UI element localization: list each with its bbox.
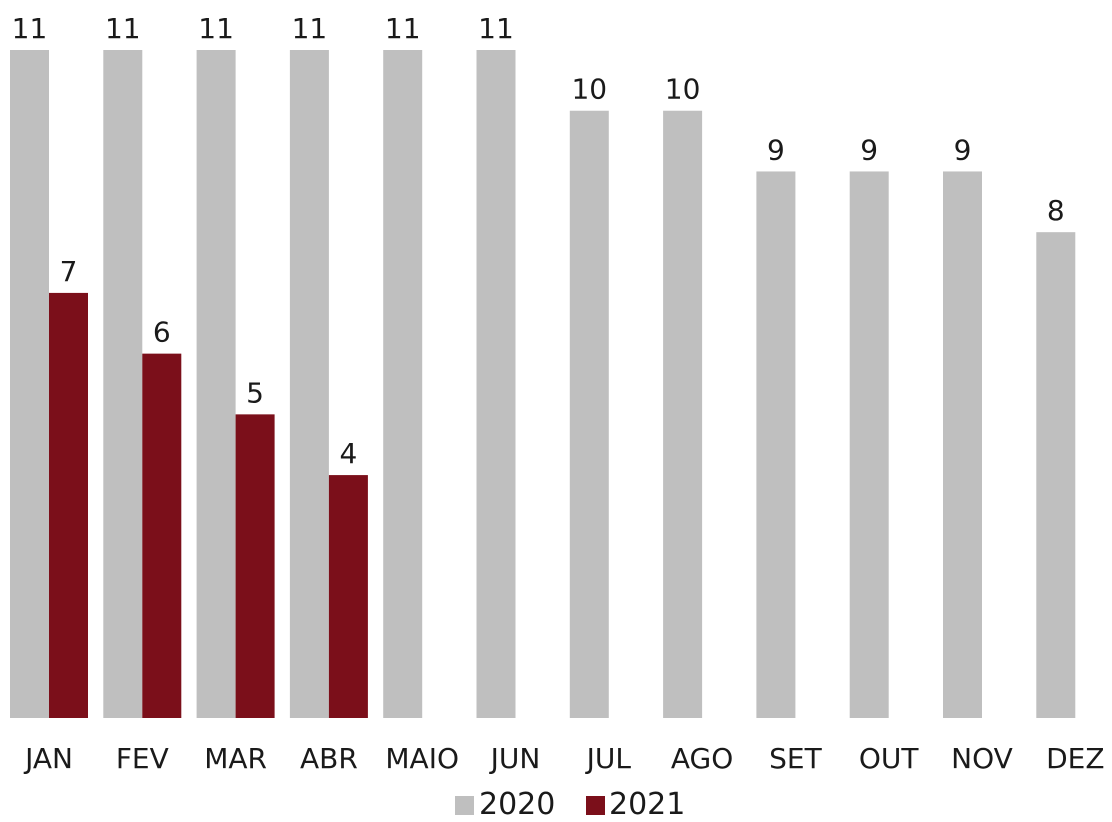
bar-2020-ago [663, 110, 703, 718]
value-label-2021-mar: 5 [246, 376, 264, 409]
legend-label-2020: 2020 [479, 787, 555, 817]
bar-2020-jul [569, 110, 609, 718]
x-tick-label-jul: JUL [585, 742, 632, 775]
bar-2020-jan [10, 50, 49, 718]
value-label-2020-jul: 10 [571, 73, 607, 106]
x-tick-label-nov: NOV [951, 742, 1013, 775]
bar-2020-fev [103, 50, 143, 718]
bar-2020-mar [196, 50, 236, 718]
legend: 2020 2021 [455, 787, 685, 822]
value-label-2020-set: 9 [767, 133, 785, 166]
x-tick-label-mar: MAR [204, 742, 267, 775]
value-label-2020-ago: 10 [665, 73, 701, 106]
value-label-2020-dez: 8 [1047, 194, 1065, 227]
value-label-2020-mar: 11 [198, 12, 234, 45]
value-label-2020-maio: 11 [385, 12, 421, 45]
x-tick-label-abr: ABR [300, 742, 358, 775]
legend-label-2021: 2021 [609, 787, 685, 817]
legend-swatch-2020 [455, 796, 474, 815]
value-label-2021-jan: 7 [60, 255, 78, 288]
bar-2021-abr [328, 475, 368, 718]
bar-2020-jun [476, 50, 516, 718]
bar-2020-set [756, 171, 796, 719]
x-tick-label-dez: DEZ [1046, 742, 1104, 775]
bar-2021-fev [142, 353, 182, 718]
bar-2021-mar [235, 414, 275, 718]
bars-layer [10, 50, 1076, 719]
value-label-2021-fev: 6 [153, 316, 171, 349]
value-label-2020-nov: 9 [954, 133, 972, 166]
x-tick-label-jan: JAN [23, 742, 73, 775]
value-label-2021-abr: 4 [339, 437, 357, 470]
value-label-2020-out: 9 [860, 133, 878, 166]
value-label-2020-jan: 11 [12, 12, 48, 45]
legend-swatch-2021 [586, 796, 605, 815]
x-tick-label-out: OUT [859, 742, 920, 775]
value-label-2020-abr: 11 [292, 12, 328, 45]
bar-2020-abr [289, 50, 329, 718]
x-tick-label-jun: JUN [489, 742, 541, 775]
x-tick-label-fev: FEV [116, 742, 169, 775]
bar-2020-nov [943, 171, 982, 719]
x-axis-tick-labels: JAN FEV MAR ABR MAIO JUN JUL AGO SET OUT NOV DEZ [23, 742, 1104, 775]
value-label-2020-fev: 11 [105, 12, 141, 45]
bar-2020-maio [383, 50, 423, 718]
bar-2021-jan [49, 292, 88, 718]
value-label-2020-jun: 11 [478, 12, 514, 45]
bar-2020-out [849, 171, 889, 719]
x-tick-label-ago: AGO [671, 742, 733, 775]
x-tick-label-maio: MAIO [385, 742, 459, 775]
x-tick-label-set: SET [769, 742, 822, 775]
bar-2020-dez [1036, 232, 1076, 718]
value-labels-layer: 11 7 11 6 11 5 11 4 11 11 10 10 9 9 9 8 [12, 12, 1065, 470]
